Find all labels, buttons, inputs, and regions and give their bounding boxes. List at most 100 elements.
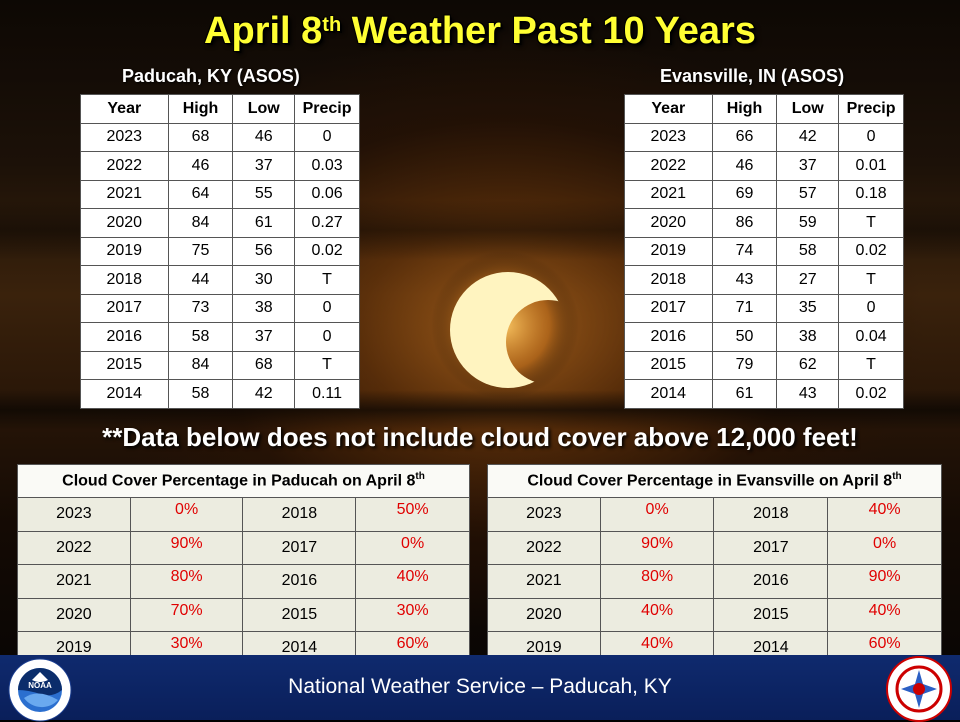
table-row: 2019 75 56 0.02	[80, 236, 360, 266]
footer-bar: NOAA National Weather Service – Paducah,…	[0, 655, 960, 722]
table-row: 2019 74 58 0.02	[624, 236, 904, 266]
table-cell: 2016	[80, 322, 169, 352]
percent-cell: 40%	[355, 564, 470, 599]
year-cell: 2023	[487, 497, 601, 532]
table-cell: 66	[711, 122, 778, 152]
table-cell: 0.04	[838, 322, 904, 352]
year-cell: 2018	[242, 497, 357, 532]
table-row: 2021 80% 2016 90%	[487, 564, 942, 599]
table-cell: 58	[167, 322, 234, 352]
evansville-location-label: Evansville, IN (ASOS)	[660, 66, 845, 86]
table-row: 2020 40% 2015 40%	[487, 597, 942, 632]
table-cell: 37	[232, 151, 296, 181]
column-header: Year	[80, 94, 169, 124]
table-cell: 2016	[624, 322, 713, 352]
percent-cell: 0%	[129, 497, 244, 532]
cloud-table-title-text: Cloud Cover Percentage in Paducah on Apr…	[62, 472, 416, 490]
table-row: 2022 90% 2017 0%	[17, 530, 470, 565]
cloud-table-title-sup: th	[415, 471, 425, 483]
table-cell: 2019	[80, 236, 169, 266]
table-cell: 37	[232, 322, 296, 352]
table-cell: 43	[776, 379, 840, 409]
year-cell: 2022	[487, 530, 601, 565]
table-cell: 75	[167, 236, 234, 266]
table-cell: 46	[167, 151, 234, 181]
title-prefix: April 8	[204, 10, 323, 52]
title-suffix: Weather Past 10 Years	[341, 10, 756, 52]
table-row: 2022 90% 2017 0%	[487, 530, 942, 565]
table-row: 2016 50 38 0.04	[624, 322, 904, 352]
evansville-cloud-cover-table: Cloud Cover Percentage in Evansville on …	[487, 464, 942, 666]
table-row: 2020 86 59 T	[624, 208, 904, 238]
percent-cell: 70%	[129, 597, 244, 632]
table-cell: 44	[167, 265, 234, 295]
table-cell: 0.01	[838, 151, 904, 181]
table-row: 2018 43 27 T	[624, 265, 904, 295]
percent-cell: 30%	[355, 597, 470, 632]
table-cell: 2022	[80, 151, 169, 181]
table-row: 2023 66 42 0	[624, 122, 904, 152]
paducah-cloud-cover-table: Cloud Cover Percentage in Paducah on Apr…	[17, 464, 470, 666]
percent-cell: 50%	[355, 497, 470, 532]
table-cell: 68	[167, 122, 234, 152]
table-row: 2022 46 37 0.03	[80, 151, 360, 181]
table-cell: 38	[232, 293, 296, 323]
table-cell: 2014	[80, 379, 169, 409]
table-row: 2017 73 38 0	[80, 293, 360, 323]
table-cell: 2023	[624, 122, 713, 152]
percent-cell: 80%	[129, 564, 244, 599]
year-cell: 2022	[17, 530, 131, 565]
table-cell: 69	[711, 179, 778, 209]
percent-cell: 0%	[827, 530, 942, 565]
table-row: 2015 84 68 T	[80, 350, 360, 380]
table-row: 2021 69 57 0.18	[624, 179, 904, 209]
table-cell: 2015	[624, 350, 713, 380]
page-title: April 8th Weather Past 10 Years	[0, 10, 960, 53]
cloud-table-title-text: Cloud Cover Percentage in Evansville on …	[527, 472, 893, 490]
table-cell: 2014	[624, 379, 713, 409]
table-header-row: Cloud Cover Percentage in Evansville on …	[487, 464, 942, 498]
table-cell: 37	[776, 151, 840, 181]
year-cell: 2015	[242, 597, 357, 632]
table-cell: 38	[776, 322, 840, 352]
table-cell: 2015	[80, 350, 169, 380]
title-superscript: th	[322, 14, 342, 36]
table-cell: 59	[776, 208, 840, 238]
column-header: Low	[776, 94, 840, 124]
table-cell: 2017	[80, 293, 169, 323]
table-cell: 86	[711, 208, 778, 238]
table-cell: 2022	[624, 151, 713, 181]
table-cell: 2020	[624, 208, 713, 238]
percent-cell: 0%	[355, 530, 470, 565]
nws-logo-icon	[886, 656, 952, 722]
table-cell: 84	[167, 208, 234, 238]
table-cell: T	[294, 265, 360, 295]
table-cell: 0.11	[294, 379, 360, 409]
table-cell: 0.02	[838, 236, 904, 266]
cloud-table-title: Cloud Cover Percentage in Evansville on …	[487, 464, 942, 498]
table-cell: 0.02	[294, 236, 360, 266]
table-cell: 42	[232, 379, 296, 409]
table-cell: 0	[838, 122, 904, 152]
year-cell: 2016	[242, 564, 357, 599]
table-cell: T	[838, 350, 904, 380]
table-cell: 46	[232, 122, 296, 152]
table-row: 2020 84 61 0.27	[80, 208, 360, 238]
percent-cell: 40%	[827, 597, 942, 632]
table-cell: 42	[776, 122, 840, 152]
evansville-weather-table: Year High Low Precip 2023 66 42 0 2022 46 37 0…	[624, 94, 904, 409]
table-cell: 2021	[624, 179, 713, 209]
table-cell: 2017	[624, 293, 713, 323]
table-cell: 61	[711, 379, 778, 409]
table-cell: 56	[232, 236, 296, 266]
table-cell: 2023	[80, 122, 169, 152]
column-header: High	[167, 94, 234, 124]
percent-cell: 90%	[599, 530, 715, 565]
table-cell: 55	[232, 179, 296, 209]
percent-cell: 80%	[599, 564, 715, 599]
table-cell: 62	[776, 350, 840, 380]
percent-cell: 90%	[129, 530, 244, 565]
year-cell: 2021	[487, 564, 601, 599]
svg-text:NOAA: NOAA	[28, 681, 52, 690]
table-cell: 50	[711, 322, 778, 352]
